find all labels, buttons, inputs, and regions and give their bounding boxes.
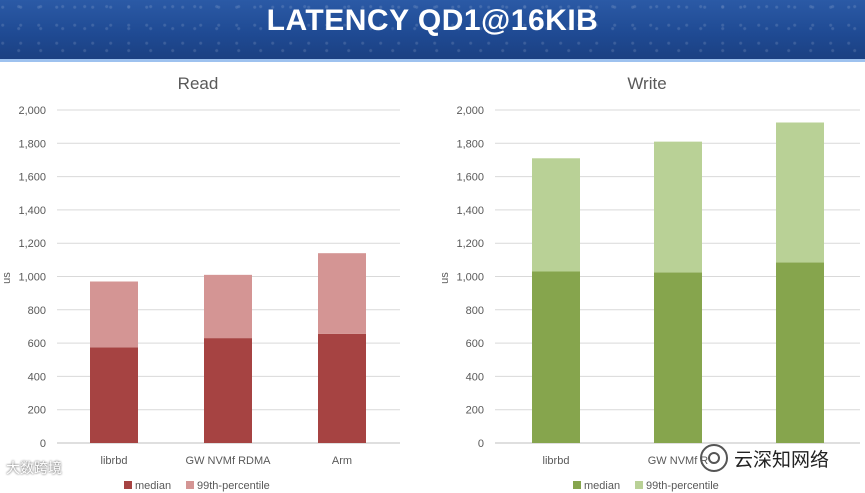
read-xtick-label: GW NVMf RDMA — [186, 455, 272, 467]
read-legend-label: median — [135, 480, 171, 492]
write-ylabel: us — [439, 272, 451, 284]
write-ytick-label: 1,000 — [456, 272, 484, 284]
write-ytick-label: 1,600 — [456, 172, 484, 184]
write-legend-swatch — [635, 481, 643, 489]
write-ytick-label: 800 — [466, 305, 484, 317]
banner-pattern — [0, 0, 865, 62]
write-ytick-label: 1,400 — [456, 205, 484, 217]
read-bar-median — [90, 347, 138, 443]
read-ytick-label: 1,000 — [18, 272, 46, 284]
write-ytick-label: 600 — [466, 338, 484, 350]
watermark-right: 云深知网络 — [700, 444, 858, 472]
banner-underline — [0, 59, 865, 62]
read-ytick-label: 2,000 — [18, 105, 46, 117]
read-bar-median — [318, 333, 366, 443]
write-bar-median — [776, 262, 824, 443]
write-ytick-label: 1,200 — [456, 238, 484, 250]
read-legend-swatch — [186, 481, 194, 489]
read-legend-swatch — [124, 481, 132, 489]
read-bar-median — [204, 338, 252, 443]
write-chart-title: Write — [627, 74, 666, 93]
slide-title: LATENCY QD1@16KIB — [266, 4, 599, 37]
read-ytick-label: 0 — [40, 438, 46, 450]
read-ylabel: us — [1, 272, 13, 284]
write-ytick-label: 400 — [466, 371, 484, 383]
watermark-right-text: 云深知网络 — [734, 449, 830, 471]
read-bar-p99 — [204, 274, 252, 339]
read-ytick-label: 200 — [28, 405, 46, 417]
write-ytick-label: 1,800 — [456, 138, 484, 150]
write-bar-median — [532, 271, 580, 443]
wechat-logo-icon — [700, 444, 728, 472]
write-bar-p99 — [532, 158, 580, 272]
write-xtick-label: librbd — [543, 455, 570, 467]
read-ytick-label: 1,400 — [18, 205, 46, 217]
read-ytick-label: 400 — [28, 371, 46, 383]
write-ytick-label: 200 — [466, 405, 484, 417]
read-ytick-label: 1,200 — [18, 238, 46, 250]
read-legend-label: 99th-percentile — [197, 480, 270, 492]
read-ytick-label: 1,800 — [18, 138, 46, 150]
read-bar-p99 — [90, 281, 138, 348]
write-ytick-label: 0 — [478, 438, 484, 450]
watermark-left: 大数跨境 — [6, 458, 62, 478]
read-ytick-label: 1,600 — [18, 172, 46, 184]
write-bar-median — [654, 272, 702, 443]
read-xtick-label: Arm — [332, 455, 352, 467]
write-bar-p99 — [654, 141, 702, 273]
write-xtick-label: GW NVMf R — [648, 455, 709, 467]
latency-charts: Read 0 200 400 600 800 1,000 1,200 1,400 1,600 1,8… — [1, 74, 860, 492]
read-ytick-label: 800 — [28, 305, 46, 317]
read-bar-p99 — [318, 253, 366, 334]
read-xtick-label: librbd — [101, 455, 128, 467]
read-chart-title: Read — [178, 74, 219, 93]
read-ytick-label: 600 — [28, 338, 46, 350]
write-legend-swatch — [573, 481, 581, 489]
title-banner — [0, 0, 865, 62]
write-legend-label: median — [584, 480, 620, 492]
write-legend-label: 99th-percentile — [646, 480, 719, 492]
write-bar-p99 — [776, 122, 824, 263]
watermark-left-text: 大数跨境 — [6, 460, 62, 476]
write-ytick-label: 2,000 — [456, 105, 484, 117]
